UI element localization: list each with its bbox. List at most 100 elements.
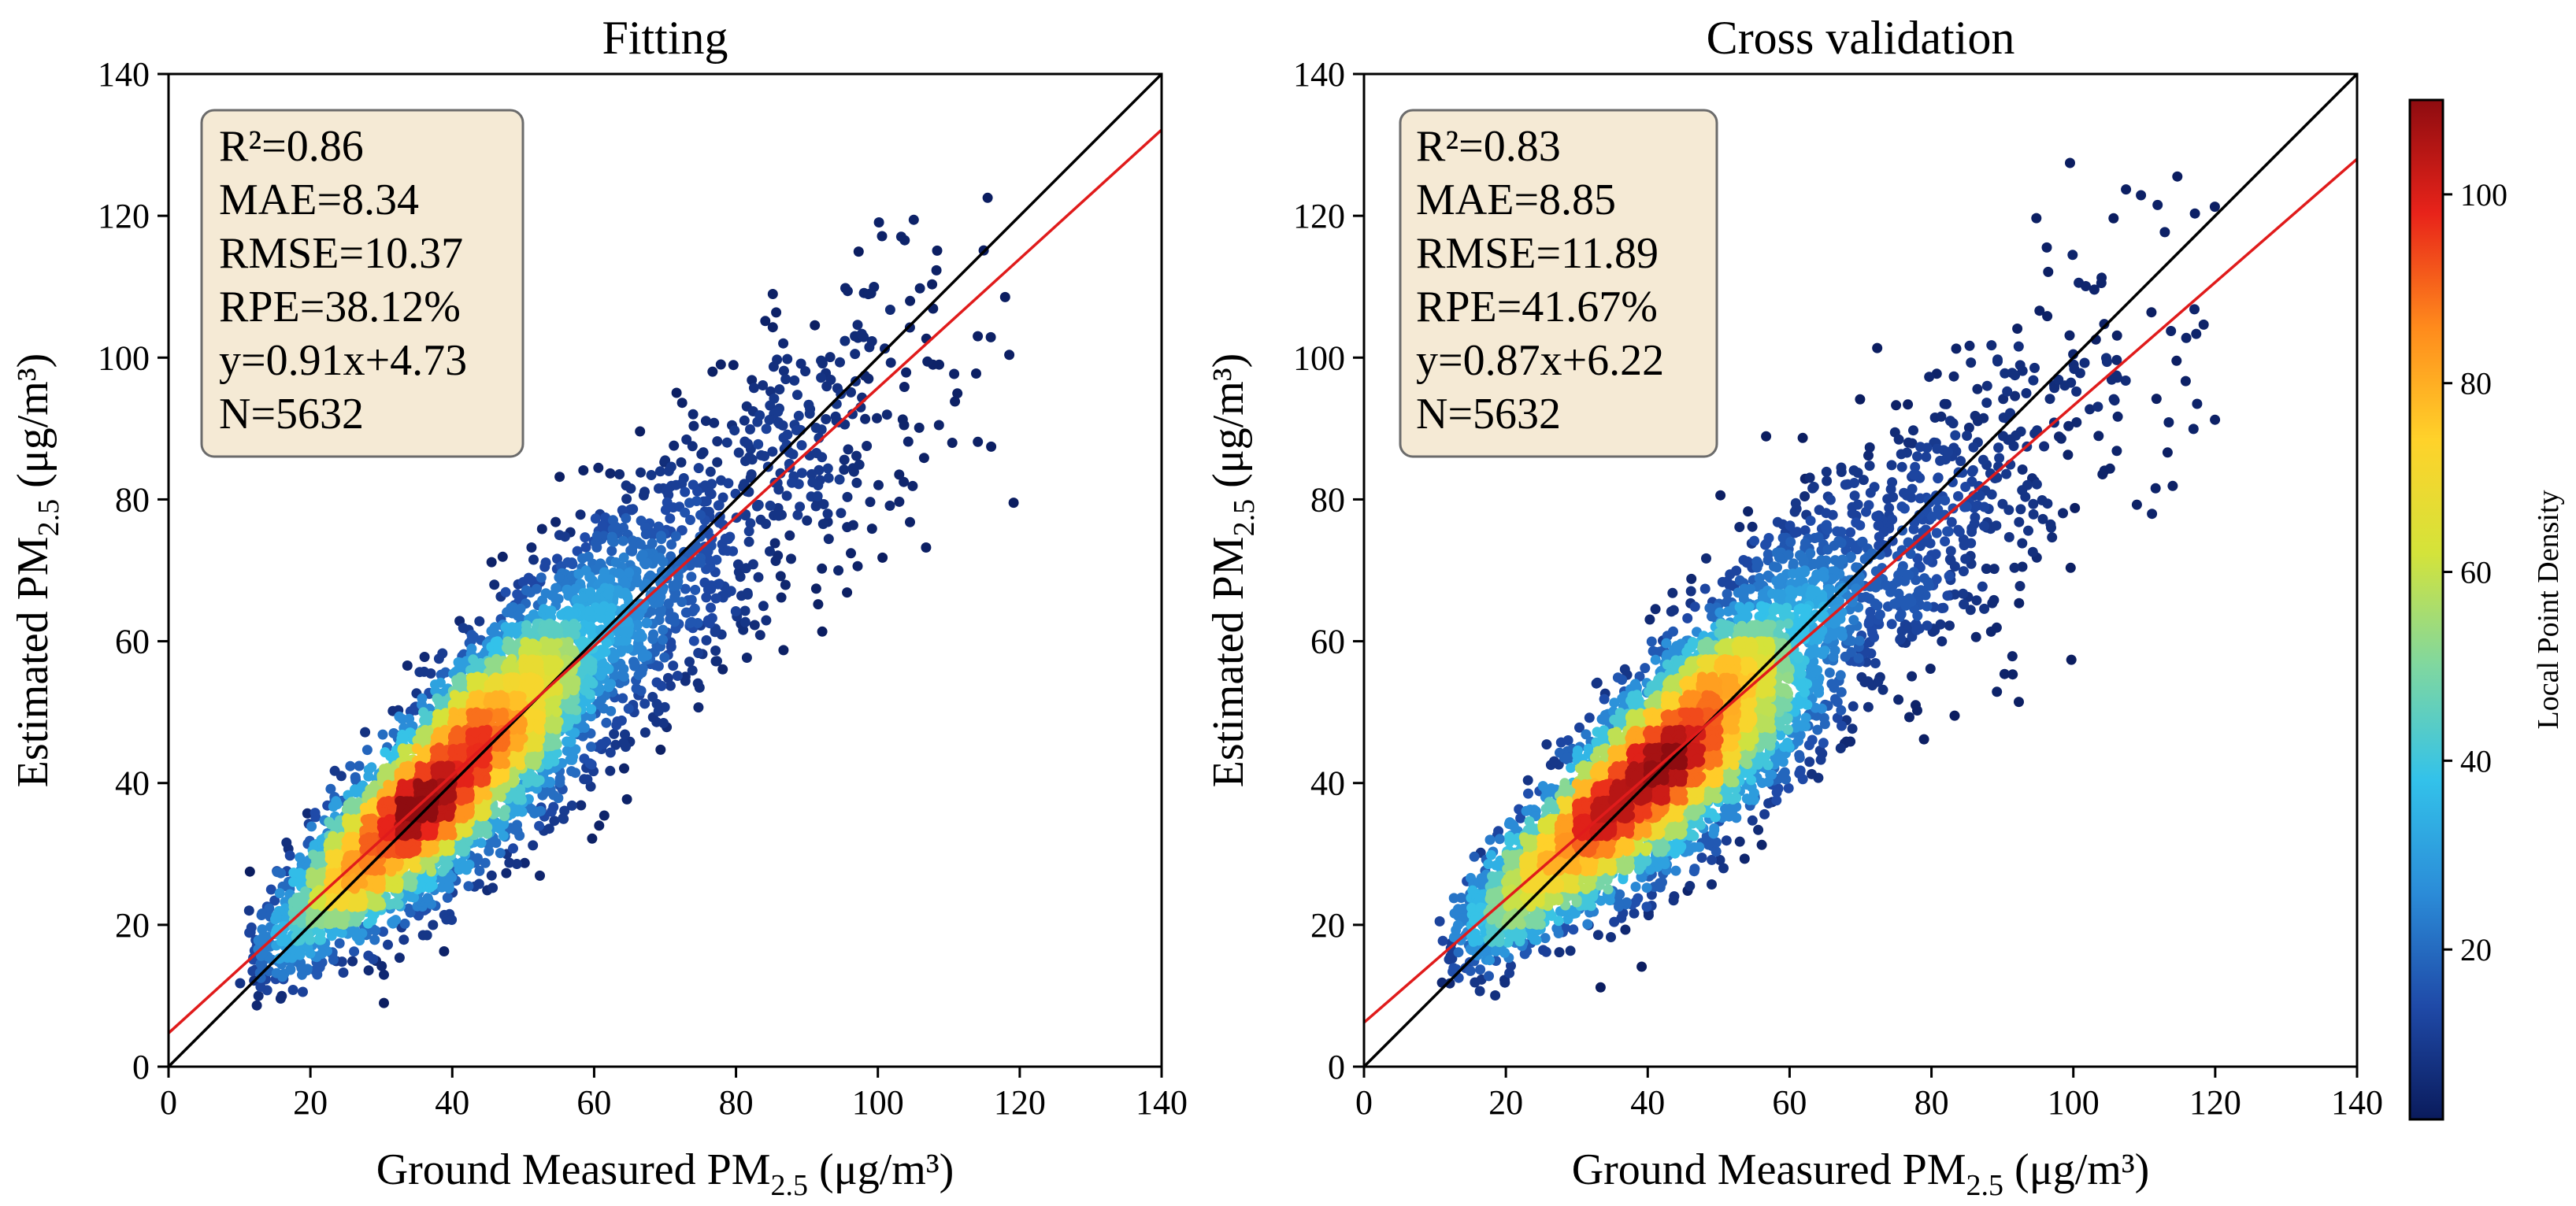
scatter-point xyxy=(817,626,828,637)
scatter-point xyxy=(689,603,700,614)
scatter-point xyxy=(710,627,721,638)
scatter-point xyxy=(914,283,925,294)
scatter-point xyxy=(567,754,578,765)
scatter-point xyxy=(436,669,447,680)
scatter-point xyxy=(839,454,850,465)
scatter-point xyxy=(739,415,750,426)
scatter-point xyxy=(425,668,436,679)
scatter-point xyxy=(543,823,554,834)
scatter-point xyxy=(508,771,519,782)
scatter-point xyxy=(488,774,499,785)
scatter-point xyxy=(761,615,772,626)
scatter-point xyxy=(744,452,755,463)
scatter-point xyxy=(803,399,814,410)
scatter-point xyxy=(866,523,877,535)
scatter-point xyxy=(532,641,543,651)
scatter-point xyxy=(354,760,365,771)
scatter-point xyxy=(606,705,617,716)
scatter-point xyxy=(591,531,602,542)
scatter-point xyxy=(685,617,695,628)
scatter-point xyxy=(310,965,321,976)
scatter-point xyxy=(331,796,342,807)
scatter-point xyxy=(532,742,543,753)
scatter-point xyxy=(526,542,537,553)
scatter-point xyxy=(456,743,467,754)
scatter-point xyxy=(670,479,681,490)
scatter-point xyxy=(729,425,740,436)
scatter-point xyxy=(353,912,364,923)
scatter-point xyxy=(519,857,530,868)
scatter-point xyxy=(655,545,666,556)
scatter-point xyxy=(735,572,746,583)
scatter-point xyxy=(347,875,358,886)
scatter-point xyxy=(755,514,766,525)
scatter-point xyxy=(605,765,616,776)
scatter-point xyxy=(846,387,856,398)
scatter-point xyxy=(610,521,621,532)
scatter-point xyxy=(251,1000,262,1011)
scatter-point xyxy=(617,693,628,704)
scatter-point xyxy=(482,709,493,720)
scatter-point xyxy=(866,336,877,346)
scatter-point xyxy=(419,652,430,662)
scatter-point xyxy=(621,794,632,805)
scatter-point xyxy=(568,645,579,656)
scatter-point xyxy=(413,910,424,921)
scatter-point xyxy=(639,727,650,738)
scatter-point xyxy=(405,907,416,918)
scatter-point xyxy=(513,610,523,621)
scatter-point xyxy=(264,903,275,914)
scatter-point xyxy=(525,674,536,685)
scatter-point xyxy=(694,683,705,693)
scatter-point xyxy=(773,406,784,417)
scatter-point xyxy=(720,533,731,544)
scatter-point xyxy=(569,623,580,634)
scatter-point xyxy=(639,698,650,709)
scatter-point xyxy=(636,667,647,678)
scatter-point xyxy=(632,631,643,642)
scatter-point xyxy=(701,592,712,603)
scatter-point xyxy=(717,664,728,675)
scatter-point xyxy=(447,872,458,883)
scatter-point xyxy=(687,441,698,452)
scatter-point xyxy=(378,807,389,818)
scatter-point xyxy=(572,546,583,557)
scatter-point xyxy=(613,568,625,579)
scatter-point xyxy=(328,954,339,965)
scatter-point xyxy=(899,382,910,392)
scatter-point xyxy=(275,993,286,1004)
scatter-point xyxy=(325,783,336,794)
scatter-point xyxy=(780,579,791,590)
scatter-point xyxy=(858,331,869,342)
scatter-point xyxy=(660,455,671,466)
scatter-point xyxy=(835,357,845,368)
scatter-point xyxy=(554,472,565,483)
scatter-point xyxy=(553,793,564,804)
scatter-point xyxy=(812,490,823,501)
scatter-point xyxy=(852,560,863,572)
scatter-point xyxy=(635,426,646,437)
scatter-point xyxy=(947,438,958,448)
scatter-point xyxy=(587,833,598,844)
scatter-point xyxy=(603,575,614,586)
scatter-point xyxy=(526,775,537,786)
scatter-point xyxy=(745,472,756,483)
scatter-point xyxy=(569,695,580,706)
scatter-point xyxy=(489,579,500,590)
scatter-point xyxy=(657,566,667,577)
scatter-point xyxy=(792,390,802,401)
scatter-point xyxy=(508,843,518,854)
scatter-point xyxy=(586,742,597,753)
scatter-point xyxy=(782,429,793,440)
scatter-point xyxy=(659,652,670,663)
scatter-point xyxy=(847,463,858,474)
scatter-point xyxy=(810,320,821,331)
scatter-point xyxy=(706,602,716,613)
scatter-point xyxy=(285,964,296,975)
scatter-point xyxy=(973,436,984,447)
scatter-point xyxy=(487,882,499,893)
scatter-point xyxy=(747,375,758,386)
scatter-point xyxy=(547,718,558,729)
scatter-point xyxy=(665,513,676,524)
scatter-point xyxy=(843,444,854,455)
